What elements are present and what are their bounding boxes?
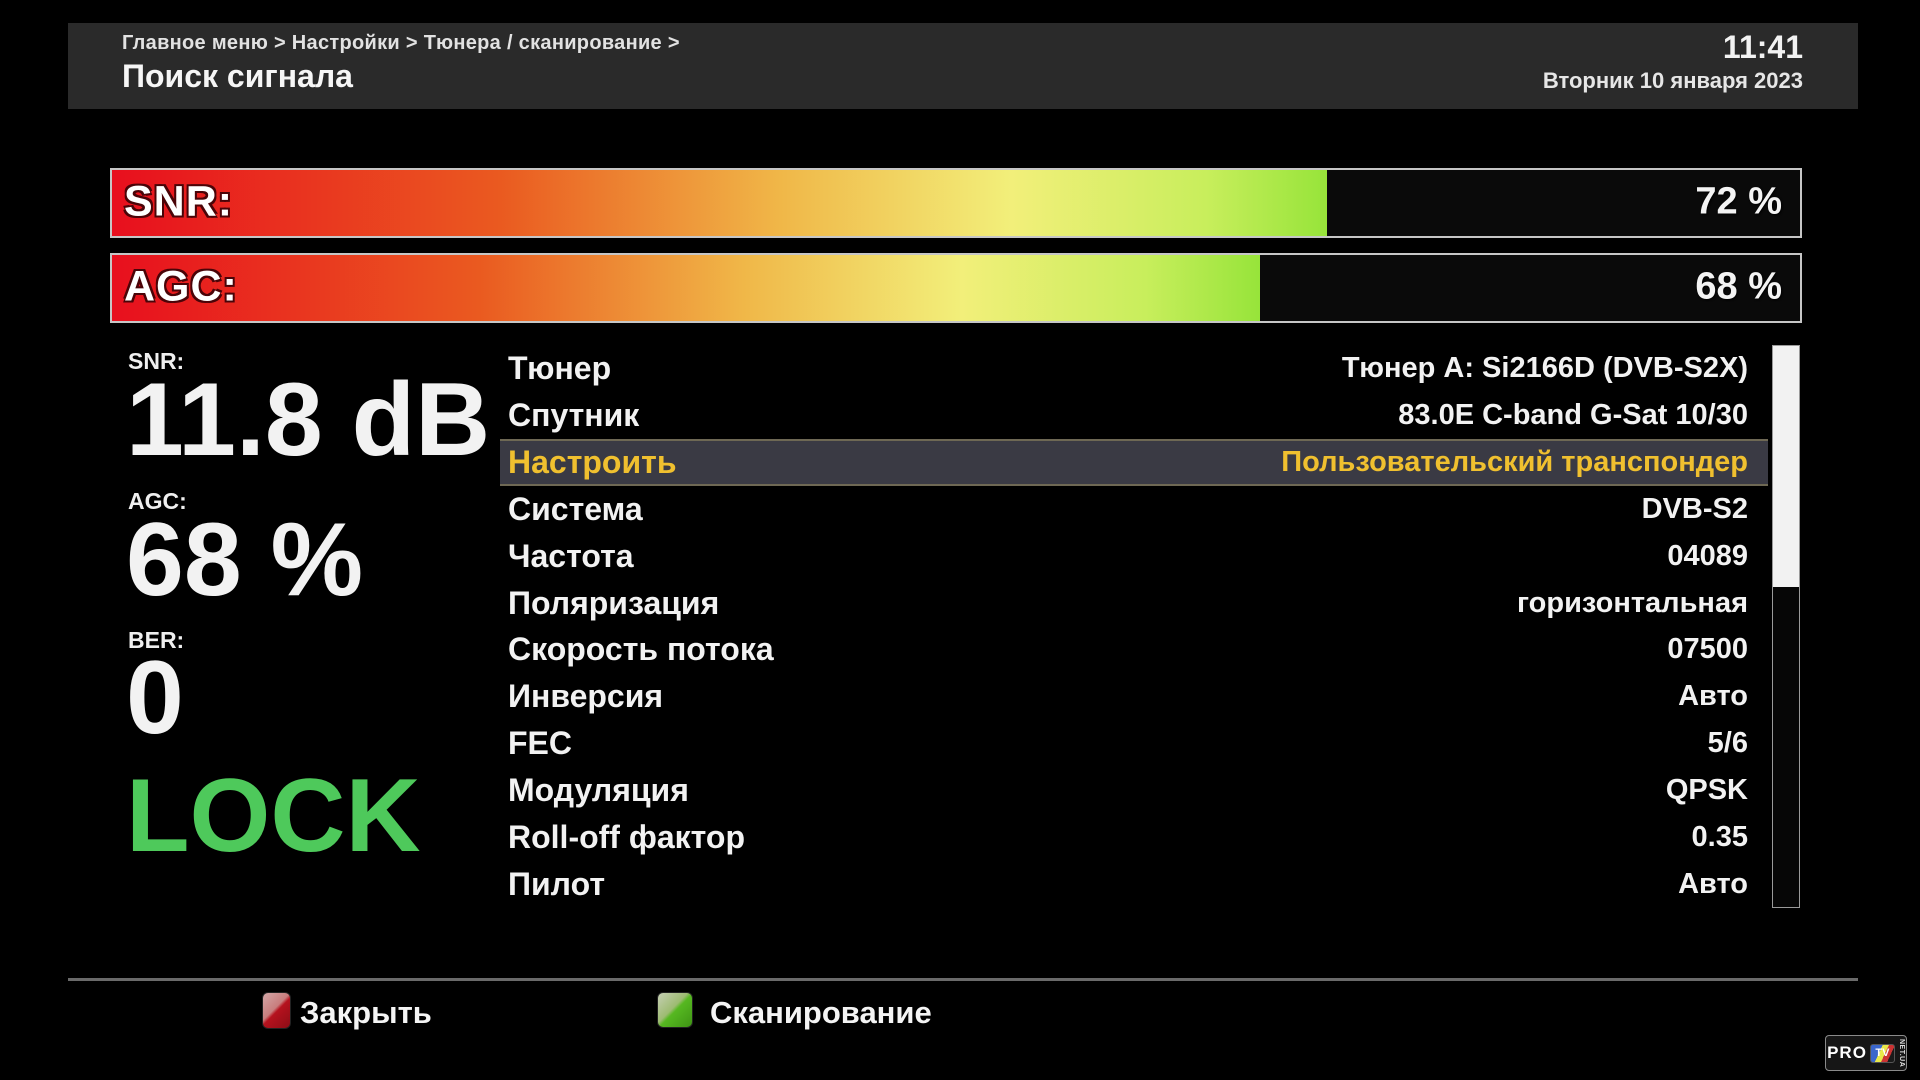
menu-row-value: QPSK	[1665, 774, 1748, 807]
menu-row-value: 5/6	[1707, 727, 1748, 760]
agc-bar-label: AGC:	[124, 262, 238, 311]
menu-row-label: Система	[508, 490, 643, 527]
menu-row-value: DVB-S2	[1641, 492, 1748, 525]
menu-row-label: Частота	[508, 537, 634, 574]
menu-row[interactable]: Скорость потока 07500	[500, 627, 1768, 674]
tuner-settings-menu: Тюнер Тюнер A: Si2166D (DVB-S2X) Спутник…	[500, 345, 1768, 908]
snr-level-bar: SNR: 72 %	[110, 168, 1802, 238]
menu-row-value: 07500	[1667, 633, 1748, 666]
snr-readout-value: 11.8 dB	[126, 362, 491, 478]
agc-level-bar: AGC: 68 %	[110, 253, 1802, 323]
menu-row-value: 04089	[1667, 539, 1748, 572]
date: Вторник 10 января 2023	[1542, 68, 1803, 93]
logo-pro-text: PRO	[1827, 1043, 1867, 1062]
menu-row-label: Инверсия	[508, 678, 664, 715]
menu-row-label: Пилот	[508, 866, 605, 903]
menu-row-value: 83.0E C-band G-Sat 10/30	[1398, 398, 1748, 431]
menu-row[interactable]: Тюнер Тюнер A: Si2166D (DVB-S2X)	[500, 345, 1768, 392]
lock-status: LOCK	[126, 758, 421, 874]
menu-row-label: Поляризация	[508, 584, 720, 621]
menu-row-value: Авто	[1678, 868, 1748, 901]
menu-scrollbar[interactable]	[1772, 345, 1800, 908]
protv-logo: PRO TV NET.UA	[1825, 1035, 1907, 1071]
menu-row-value: Тюнер A: Si2166D (DVB-S2X)	[1341, 351, 1748, 384]
snr-bar-label: SNR:	[124, 177, 234, 226]
scan-button[interactable]: Сканирование	[710, 995, 932, 1030]
agc-readout-label: AGC:	[128, 488, 187, 514]
menu-row-label: Модуляция	[508, 772, 689, 809]
menu-row-label: Roll-off фактор	[508, 819, 745, 856]
agc-readout-value: 68 %	[126, 502, 364, 618]
page-title: Поиск сигнала	[122, 58, 353, 94]
green-key-icon[interactable]	[657, 992, 693, 1028]
menu-row-label: Скорость потока	[508, 631, 774, 668]
menu-row[interactable]: Модуляция QPSK	[500, 767, 1768, 814]
snr-readout-label: SNR:	[128, 348, 185, 374]
close-button[interactable]: Закрыть	[300, 995, 432, 1030]
logo-net-text: NET.UA	[1897, 1038, 1905, 1068]
red-key-icon[interactable]	[262, 992, 291, 1029]
header: Главное меню > Настройки > Тюнера / скан…	[68, 23, 1858, 109]
snr-bar-fill	[112, 170, 1328, 236]
menu-scrollbar-thumb[interactable]	[1773, 346, 1799, 588]
clock: 11:41	[1722, 29, 1803, 65]
menu-row-value: Авто	[1678, 680, 1748, 713]
menu-row-label: Настроить	[508, 443, 677, 480]
menu-row-label: FEC	[508, 725, 572, 762]
agc-bar-value: 68 %	[1695, 265, 1782, 308]
menu-row[interactable]: FEC 5/6	[500, 720, 1768, 767]
menu-row[interactable]: Настроить Пользовательский транспондер	[500, 438, 1768, 486]
ber-readout-value: 0	[126, 640, 184, 756]
menu-row[interactable]: Частота 04089	[500, 533, 1768, 580]
ber-readout-label: BER:	[128, 627, 185, 653]
agc-bar-fill	[112, 255, 1260, 321]
menu-row[interactable]: Roll-off фактор 0.35	[500, 814, 1768, 861]
menu-row-value: Пользовательский транспондер	[1281, 445, 1748, 478]
footer-divider	[68, 978, 1858, 981]
menu-row-value: 0.35	[1691, 821, 1748, 854]
breadcrumb: Главное меню > Настройки > Тюнера / скан…	[122, 32, 680, 54]
menu-row[interactable]: Поляризация горизонтальная	[500, 580, 1768, 627]
menu-row-label: Тюнер	[508, 349, 612, 386]
menu-row-value: горизонтальная	[1516, 586, 1748, 619]
tv-icon: TV	[1869, 1043, 1895, 1063]
menu-row[interactable]: Спутник 83.0E C-band G-Sat 10/30	[500, 392, 1768, 439]
menu-row[interactable]: Система DVB-S2	[500, 486, 1768, 533]
menu-row[interactable]: Пилот Авто	[500, 861, 1768, 908]
menu-row-label: Спутник	[508, 396, 640, 433]
menu-row[interactable]: Инверсия Авто	[500, 673, 1768, 720]
snr-bar-value: 72 %	[1695, 180, 1782, 223]
